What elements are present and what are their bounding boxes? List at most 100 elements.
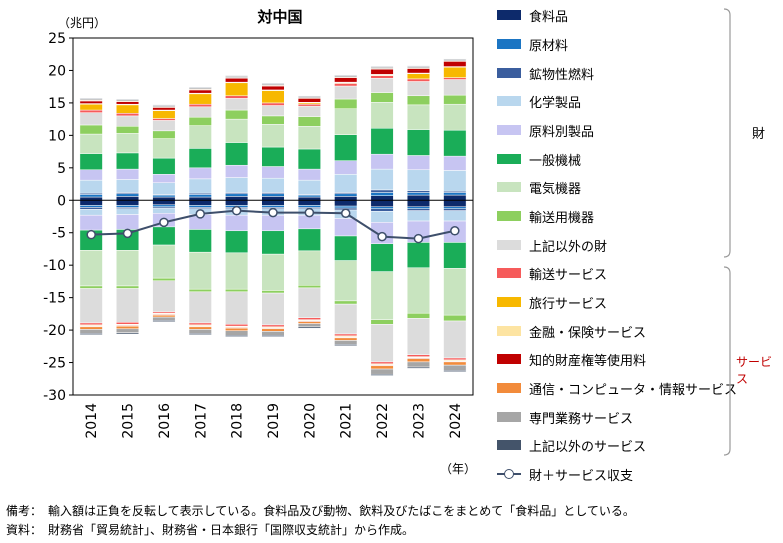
bar-segment-export xyxy=(116,101,140,105)
bar-segment-export xyxy=(188,148,212,169)
bar-segment-export xyxy=(116,168,140,180)
bar-segment-import xyxy=(406,361,430,368)
bar-segment-import xyxy=(443,210,467,222)
bar-segment-import xyxy=(152,244,176,279)
bar-segment-import xyxy=(79,200,103,206)
bar-segment-import xyxy=(334,337,358,341)
bar-segment-import xyxy=(225,230,249,254)
x-tick-label: 2021 xyxy=(339,403,355,439)
legend-label: 電気機器 xyxy=(529,181,582,197)
bar-segment-import xyxy=(79,326,103,330)
legend-swatch xyxy=(497,297,521,307)
bar-segment-import xyxy=(261,290,285,294)
legend-swatch xyxy=(497,268,521,278)
bar-segment-import xyxy=(297,228,321,252)
legend-item: 専門業務サービス xyxy=(497,407,633,427)
bar-segment-export xyxy=(370,168,394,191)
bar-segment-import xyxy=(370,365,394,370)
y-tick-label: 0 xyxy=(57,193,66,209)
bar-segment-import xyxy=(297,200,321,206)
legend-label: 通信・コンピュータ・情報サービス xyxy=(529,382,738,398)
bar-segment-import xyxy=(261,335,285,337)
bar-segment-export xyxy=(188,194,212,198)
bar-segment-export xyxy=(406,192,430,196)
bar-segment-export xyxy=(261,146,285,167)
bar-segment-import xyxy=(261,230,285,255)
balance-marker xyxy=(450,226,460,236)
bar-segment-import xyxy=(261,205,285,208)
bar-segment-import xyxy=(152,280,176,313)
y-tick-label: -20 xyxy=(43,323,66,339)
bar-segment-import xyxy=(152,320,176,322)
bar-segment-export xyxy=(116,133,140,154)
legend-label: 旅行サービス xyxy=(529,296,608,312)
bar-segment-import xyxy=(297,205,321,208)
legend-item: 電気機器 xyxy=(497,177,581,197)
bar-segment-import xyxy=(116,325,140,330)
bar-segment-export xyxy=(406,95,430,106)
bar-segment-import xyxy=(188,251,212,290)
bar-segment-export xyxy=(79,103,103,111)
bar-segment-export xyxy=(443,66,467,78)
legend-swatch xyxy=(497,39,521,49)
bar-segment-import xyxy=(370,361,394,365)
bar-segment-export xyxy=(188,106,212,118)
bar-segment-export xyxy=(116,98,140,100)
balance-marker xyxy=(122,228,133,239)
bar-segment-import xyxy=(188,205,212,208)
x-tick-label: 2018 xyxy=(230,403,246,439)
bar-segment-import xyxy=(79,209,103,216)
bar-segment-import xyxy=(116,205,140,208)
bar-segment-export xyxy=(370,192,394,196)
y-tick-label: -25 xyxy=(43,356,66,372)
bar-segment-export xyxy=(188,89,212,94)
bar-segment-export xyxy=(443,129,467,157)
bar-segment-export xyxy=(261,83,285,85)
bar-segment-import xyxy=(370,323,394,363)
balance-marker xyxy=(340,208,351,219)
bar-segment-export xyxy=(188,178,212,194)
bar-segment-export xyxy=(443,61,467,67)
bar-segment-export xyxy=(79,153,103,171)
bar-segment-import xyxy=(152,316,176,321)
bar-segment-import xyxy=(334,235,358,261)
bar-segment-export xyxy=(188,103,212,108)
bar-segment-export xyxy=(261,193,285,197)
legend-swatch xyxy=(497,10,521,20)
bar-segment-export xyxy=(297,148,321,170)
bar-segment-import xyxy=(152,204,176,208)
bar-segment-export xyxy=(334,134,358,161)
bar-segment-import xyxy=(370,206,394,209)
bar-segment-export xyxy=(116,196,140,201)
bar-segment-import xyxy=(297,321,321,324)
bar-segment-import xyxy=(188,200,212,206)
bar-segment-import xyxy=(406,312,430,319)
legend-swatch xyxy=(497,125,521,135)
legend-label: 上記以外のサービス xyxy=(529,439,647,455)
bar-segment-export xyxy=(225,164,249,178)
legend-item: 化学製品 xyxy=(497,91,581,111)
bar-segment-export xyxy=(225,193,249,197)
bar-segment-export xyxy=(370,102,394,129)
bar-segment-import xyxy=(334,205,358,209)
legend-swatch xyxy=(497,68,521,78)
legend-item: 旅行サービス xyxy=(497,292,607,312)
bar-segment-export xyxy=(261,90,285,104)
bar-segment-import xyxy=(152,314,176,318)
bar-segment-export xyxy=(116,193,140,197)
bar-segment-import xyxy=(443,314,467,322)
legend-item: 輸送用機器 xyxy=(497,206,594,226)
legend-item: 上記以外のサービス xyxy=(497,435,646,455)
note-source: 資料： 財務省「貿易統計」、財務省・日本銀行「国際収支統計」から作成。 xyxy=(6,523,415,537)
legend-swatch xyxy=(497,326,521,336)
bar-segment-export xyxy=(297,179,321,195)
bar-segment-import xyxy=(370,211,394,223)
bar-segment-import xyxy=(443,370,467,372)
bar-segment-import xyxy=(225,200,249,206)
bar-segment-export xyxy=(225,82,249,97)
x-tick-label: 2022 xyxy=(375,403,391,439)
bar-segment-import xyxy=(297,323,321,328)
bar-segment-export xyxy=(334,160,358,175)
legend-item: 金融・保険サービス xyxy=(497,321,646,341)
legend-item: 鉱物性燃料 xyxy=(497,63,594,83)
